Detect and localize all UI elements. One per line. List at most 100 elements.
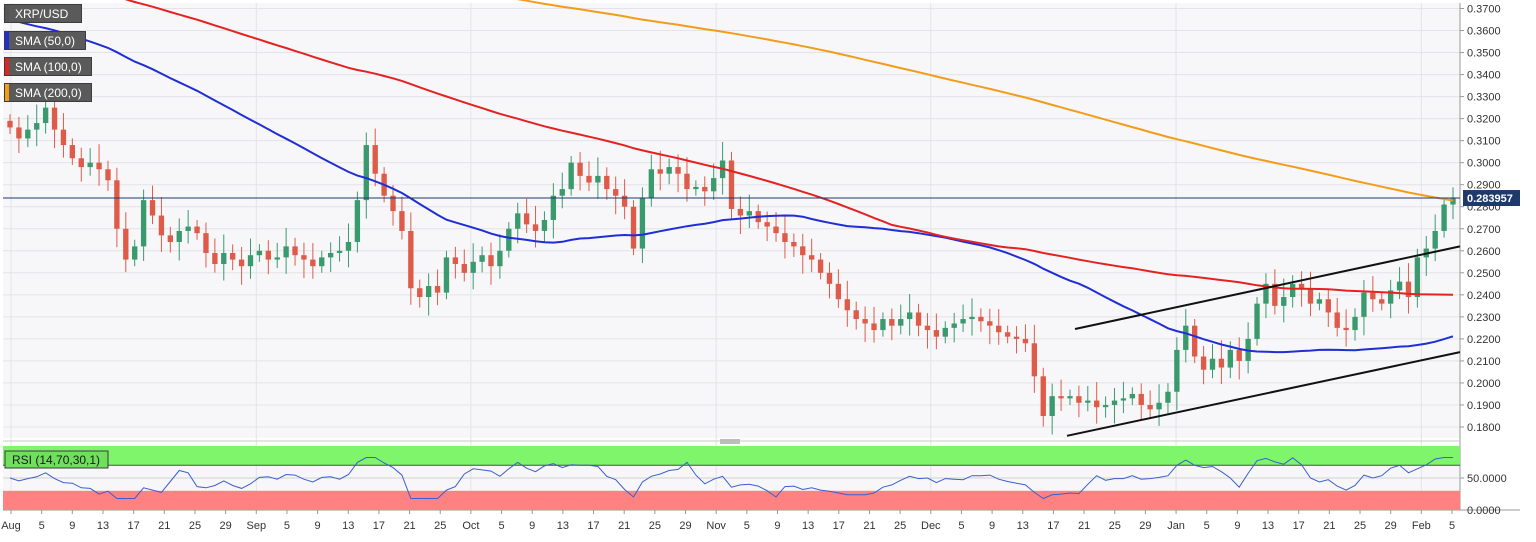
legend-symbol[interactable]: XRP/USD bbox=[4, 4, 82, 23]
price-tick-label: 0.1900 bbox=[1467, 400, 1501, 412]
candle-body bbox=[1058, 396, 1064, 399]
pane-resize-handle bbox=[720, 439, 740, 444]
legend-sma200[interactable]: SMA (200,0) bbox=[4, 83, 92, 102]
candle-body bbox=[1192, 325, 1198, 357]
candle-body bbox=[657, 169, 663, 174]
candle-body bbox=[550, 195, 557, 220]
date-tick-label: 13 bbox=[97, 520, 109, 532]
candle-body bbox=[1227, 349, 1233, 368]
price-tick-label: 0.3200 bbox=[1467, 114, 1501, 126]
date-tick-label: 13 bbox=[1017, 520, 1029, 532]
candle-body bbox=[648, 169, 655, 198]
candle-body bbox=[7, 120, 13, 128]
candle-body bbox=[1343, 327, 1349, 331]
candle-body bbox=[1147, 404, 1153, 410]
candle-body bbox=[1289, 283, 1296, 298]
date-tick-label: 17 bbox=[833, 520, 845, 532]
candle-body bbox=[853, 310, 859, 320]
candle-body bbox=[1281, 297, 1287, 306]
date-tick-label: 5 bbox=[1204, 520, 1210, 532]
date-tick-label: 21 bbox=[618, 520, 630, 532]
date-tick-label: 25 bbox=[894, 520, 906, 532]
candle-body bbox=[844, 299, 850, 311]
candle-body bbox=[1254, 303, 1260, 339]
date-tick-label: Dec bbox=[921, 520, 941, 532]
price-tick-label: 0.2100 bbox=[1467, 356, 1501, 368]
candle-body bbox=[132, 246, 138, 260]
candle-body bbox=[746, 211, 752, 216]
candle-body bbox=[1209, 358, 1216, 370]
price-tick-label: 0.3600 bbox=[1467, 26, 1501, 38]
candle-body bbox=[1129, 393, 1136, 399]
candle-body bbox=[327, 252, 334, 258]
candle-body bbox=[1387, 290, 1394, 304]
candle-body bbox=[461, 264, 467, 273]
candle-body bbox=[871, 323, 877, 331]
candle-body bbox=[51, 107, 58, 130]
date-tick-label: 17 bbox=[587, 520, 599, 532]
candle-body bbox=[42, 107, 49, 124]
upper-trendline bbox=[1074, 245, 1461, 330]
date-tick-label: 5 bbox=[284, 520, 290, 532]
candle-body bbox=[506, 228, 512, 251]
price-plot-background bbox=[3, 3, 1460, 438]
candle-body bbox=[425, 286, 432, 298]
candle-body bbox=[390, 195, 396, 212]
candle-body bbox=[559, 189, 565, 196]
price-tick-label: 0.2000 bbox=[1467, 378, 1501, 390]
price-tick-label: 0.1800 bbox=[1467, 422, 1501, 434]
candle-body bbox=[185, 226, 191, 231]
date-tick-label: 13 bbox=[557, 520, 569, 532]
last-price-tag bbox=[1463, 190, 1520, 207]
candle-body bbox=[1138, 393, 1144, 405]
candle-body bbox=[372, 145, 378, 174]
candle-body bbox=[595, 175, 601, 183]
candle-body bbox=[274, 257, 280, 260]
candle-body bbox=[728, 160, 735, 209]
candle-body bbox=[345, 241, 352, 251]
legend-sma100[interactable]: SMA (100,0) bbox=[4, 57, 92, 76]
date-tick-label: 21 bbox=[158, 520, 170, 532]
date-tick-label: 25 bbox=[1109, 520, 1121, 532]
candle-body bbox=[791, 241, 797, 247]
sma-50-line bbox=[9, 18, 1454, 354]
candle-body bbox=[684, 173, 690, 190]
candle-body bbox=[319, 257, 325, 267]
candle-body bbox=[1156, 402, 1162, 410]
legend-sma100-label: SMA (100,0) bbox=[15, 60, 82, 74]
candle-body bbox=[1405, 281, 1412, 298]
candle-body bbox=[417, 288, 423, 298]
date-tick-label: 17 bbox=[128, 520, 140, 532]
legend-sma100-swatch bbox=[5, 58, 9, 75]
legend-sma200-swatch bbox=[5, 84, 9, 101]
price-tick-label: 0.2500 bbox=[1467, 268, 1501, 280]
candle-body bbox=[737, 208, 744, 216]
rsi-overbought-zone bbox=[3, 446, 1460, 466]
date-tick-label: 5 bbox=[39, 520, 45, 532]
candle-body bbox=[675, 167, 681, 174]
legend-sma50[interactable]: SMA (50,0) bbox=[4, 31, 86, 50]
price-tick-label: 0.2900 bbox=[1467, 180, 1501, 192]
candle-body bbox=[1049, 396, 1055, 416]
candle-body bbox=[577, 162, 583, 176]
candle-body bbox=[336, 250, 343, 253]
candle-body bbox=[452, 257, 459, 264]
legend-symbol-swatch bbox=[5, 5, 9, 22]
price-tick-label: 0.2200 bbox=[1467, 334, 1501, 346]
candle-body bbox=[167, 235, 174, 242]
candle-body bbox=[586, 175, 592, 183]
date-tick-label: 25 bbox=[1354, 520, 1366, 532]
candle-body bbox=[310, 259, 316, 267]
candle-body bbox=[1263, 283, 1269, 304]
candle-body bbox=[363, 145, 369, 201]
candle-body bbox=[969, 316, 975, 320]
candle-body bbox=[515, 213, 521, 229]
candle-body bbox=[96, 162, 102, 170]
candle-body bbox=[906, 312, 913, 320]
date-tick-label: Oct bbox=[462, 520, 479, 532]
date-tick-label: Nov bbox=[706, 520, 726, 532]
candle-body bbox=[987, 321, 993, 326]
candle-body bbox=[1370, 292, 1376, 300]
